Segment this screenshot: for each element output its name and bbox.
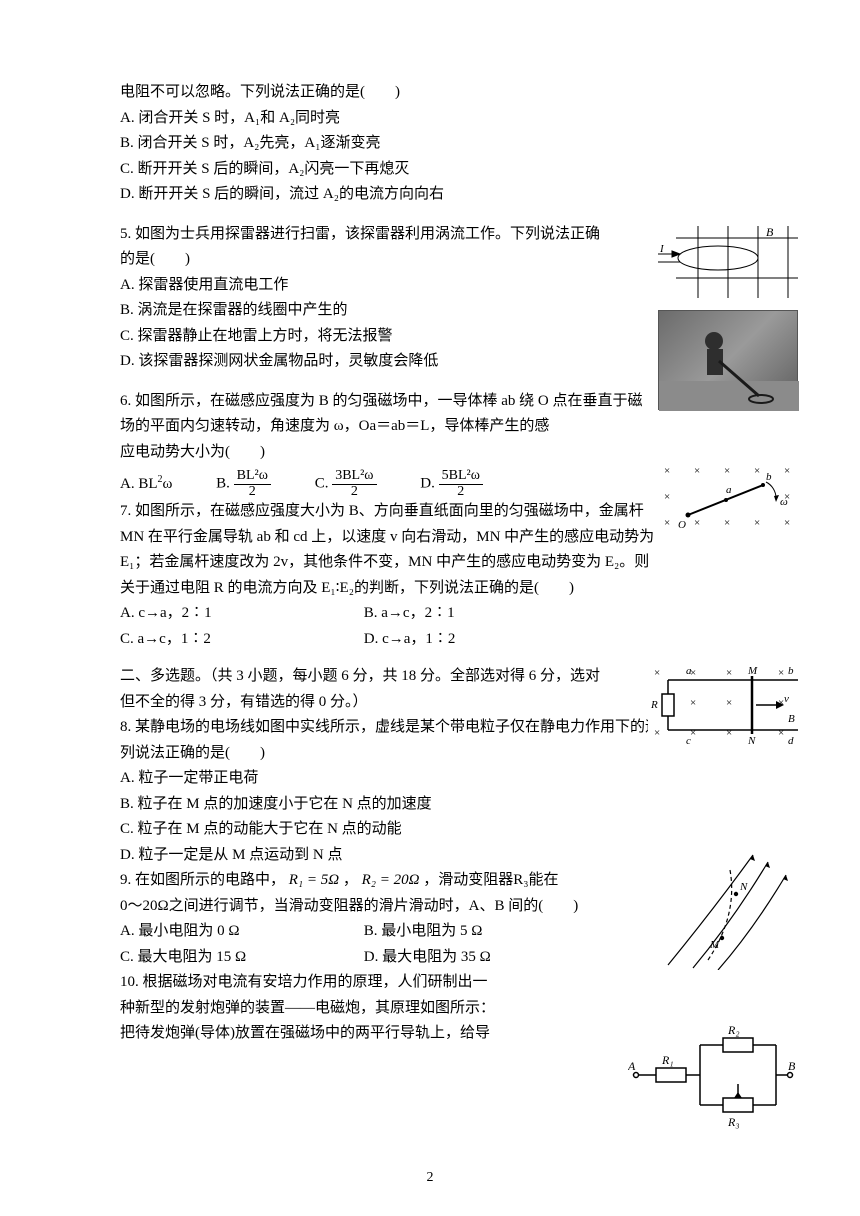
q7-optB: B. a→c，2∶1	[364, 601, 455, 627]
q10-l2: 种新型的发射炮弹的装置——电磁炮，其原理如图所示：	[120, 996, 740, 1022]
q6-optD: D. 5BL²ω2	[420, 469, 483, 499]
q5-stem: 5. 如图为士兵用探雷器进行扫雷，该探雷器利用涡流工作。下列说法正确的是( )	[120, 222, 740, 273]
svg-text:M: M	[747, 665, 758, 677]
q6-l2: 场的平面内匀速转动，角速度为 ω，Oa＝ab＝L，导体棒产生的感	[120, 414, 740, 440]
svg-text:A: A	[628, 1059, 636, 1073]
q9-l1: 9. 在如图所示的电路中， R₁ = 5Ω ， R₂ = 20Ω ，滑动变阻器R…	[120, 868, 740, 894]
svg-text:×: ×	[778, 727, 784, 739]
q7-l2: MN 在平行金属导轨 ab 和 cd 上，以速度 v 向右滑动，MN 中产生的感…	[120, 525, 740, 551]
svg-text:×: ×	[784, 517, 790, 529]
q6-optC: C. 3BL²ω2	[315, 469, 377, 499]
svg-text:×: ×	[664, 491, 670, 503]
q7-rails-diagram: ×××× ××× ×××× a M b R v B c N d	[648, 660, 798, 750]
svg-text:×: ×	[654, 727, 660, 739]
svg-text:v: v	[784, 693, 789, 705]
svg-text:×: ×	[724, 517, 730, 529]
svg-text:×: ×	[784, 465, 790, 477]
q6-optB: B. BL²ω2	[216, 469, 271, 499]
q9-row1: A. 最小电阻为 0 Ω B. 最小电阻为 5 Ω	[120, 919, 740, 945]
q6-l1: 6. 如图所示，在磁感应强度为 B 的匀强磁场中，一导体棒 ab 绕 O 点在垂…	[120, 389, 740, 415]
svg-text:B: B	[788, 713, 795, 725]
q9-optB: B. 最小电阻为 5 Ω	[364, 919, 483, 945]
q9-row2: C. 最大电阻为 15 Ω D. 最大电阻为 35 Ω	[120, 945, 740, 971]
svg-text:ω: ω	[780, 496, 788, 508]
q7-row2: C. a→c，1∶2 D. c→a，1∶2	[120, 627, 740, 653]
svg-text:N: N	[739, 881, 748, 893]
svg-text:R₂: R₂	[727, 1023, 740, 1037]
svg-text:×: ×	[754, 465, 760, 477]
q8-stem: 8. 某静电场的电场线如图中实线所示，虚线是某个带电粒子仅在静电力作用下的运动轨…	[120, 715, 740, 766]
svg-text:×: ×	[778, 667, 784, 679]
q5-optC: C. 探雷器静止在地雷上方时，将无法报警	[120, 324, 740, 350]
svg-text:B: B	[766, 226, 774, 239]
svg-text:×: ×	[694, 465, 700, 477]
svg-text:O: O	[678, 519, 686, 531]
q8-fieldlines-diagram: M N	[658, 850, 798, 970]
q6-l3: 应电动势大小为( )	[120, 440, 740, 466]
svg-text:B: B	[788, 1059, 796, 1073]
svg-text:×: ×	[690, 727, 696, 739]
svg-text:c: c	[686, 735, 691, 747]
q5-optA: A. 探雷器使用直流电工作	[120, 273, 740, 299]
q7-l1: 7. 如图所示，在磁感应强度大小为 B、方向垂直纸面向里的匀强磁场中，金属杆	[120, 499, 740, 525]
q9-optD: D. 最大电阻为 35 Ω	[364, 945, 491, 971]
svg-text:×: ×	[664, 465, 670, 477]
q5-optB: B. 涡流是在探雷器的线圈中产生的	[120, 298, 740, 324]
svg-text:b: b	[788, 665, 794, 677]
svg-text:M: M	[709, 939, 720, 951]
svg-text:×: ×	[724, 465, 730, 477]
svg-text:R: R	[650, 699, 658, 711]
svg-text:×: ×	[664, 517, 670, 529]
svg-text:I: I	[659, 243, 665, 255]
section2-heading: 二、多选题。（共 3 小题，每小题 6 分，共 18 分。全部选对得 6 分，选…	[120, 664, 740, 715]
q8-optB: B. 粒子在 M 点的加速度小于它在 N 点的加速度	[120, 792, 740, 818]
q6-options: A. BL2ω B. BL²ω2 C. 3BL²ω2 D. 5BL²ω2	[120, 469, 740, 499]
q5-soldier-photo	[658, 310, 798, 410]
q7-optC: C. a→c，1∶2	[120, 627, 320, 653]
q8-optA: A. 粒子一定带正电荷	[120, 766, 740, 792]
q9-optA: A. 最小电阻为 0 Ω	[120, 919, 320, 945]
svg-text:×: ×	[754, 517, 760, 529]
svg-text:×: ×	[726, 727, 732, 739]
svg-text:×: ×	[694, 517, 700, 529]
q7-l3: E₁；若金属杆速度改为 2v，其他条件不变，MN 中产生的感应电动势变为 E₂。…	[120, 550, 740, 576]
q4-optC: C. 断开开关 S 后的瞬间，A₂闪亮一下再熄灭	[120, 157, 740, 183]
svg-text:×: ×	[726, 667, 732, 679]
svg-text:d: d	[788, 735, 794, 747]
q4-optD: D. 断开开关 S 后的瞬间，流过 A₂的电流方向向右	[120, 182, 740, 208]
page-number: 2	[0, 1170, 860, 1186]
q7-optD: D. c→a，1∶2	[364, 627, 456, 653]
q8-optC: C. 粒子在 M 点的动能大于它在 N 点的动能	[120, 817, 740, 843]
svg-text:b: b	[766, 471, 772, 483]
q4-optA: A. 闭合开关 S 时，A₁和 A₂同时亮	[120, 106, 740, 132]
q6-optA: A. BL2ω	[120, 471, 172, 498]
svg-text:R₃: R₃	[727, 1115, 740, 1129]
q7-row1: A. c→a，2∶1 B. a→c，2∶1	[120, 601, 740, 627]
svg-text:R₁: R₁	[661, 1053, 674, 1067]
svg-text:a: a	[686, 665, 692, 677]
q5-coil-diagram: B I	[658, 226, 798, 298]
q7-optA: A. c→a，2∶1	[120, 601, 320, 627]
q7-l4: 关于通过电阻 R 的电流方向及 E₁∶E₂的判断，下列说法正确的是( )	[120, 576, 740, 602]
q8-optD: D. 粒子一定是从 M 点运动到 N 点	[120, 843, 740, 869]
q9-optC: C. 最大电阻为 15 Ω	[120, 945, 320, 971]
q4-optB: B. 闭合开关 S 时，A₂先亮，A₁逐渐变亮	[120, 131, 740, 157]
q5-optD: D. 该探雷器探测网状金属物品时，灵敏度会降低	[120, 349, 740, 375]
q9-circuit-diagram: A B R₁ R₂ R₃	[628, 1020, 798, 1130]
q9-l2: 0～20Ω之间进行调节，当滑动变阻器的滑片滑动时，A、B 间的( )	[120, 894, 740, 920]
q6-rod-diagram: ××××× ×× ××××× O a b ω	[658, 460, 798, 540]
svg-text:×: ×	[690, 697, 696, 709]
q10-l1: 10. 根据磁场对电流有安培力作用的原理，人们研制出一	[120, 970, 740, 996]
svg-text:×: ×	[654, 667, 660, 679]
svg-text:N: N	[747, 735, 756, 747]
svg-text:×: ×	[726, 697, 732, 709]
q4-stem-tail: 电阻不可以忽略。下列说法正确的是( )	[120, 80, 740, 106]
svg-text:a: a	[726, 484, 732, 496]
